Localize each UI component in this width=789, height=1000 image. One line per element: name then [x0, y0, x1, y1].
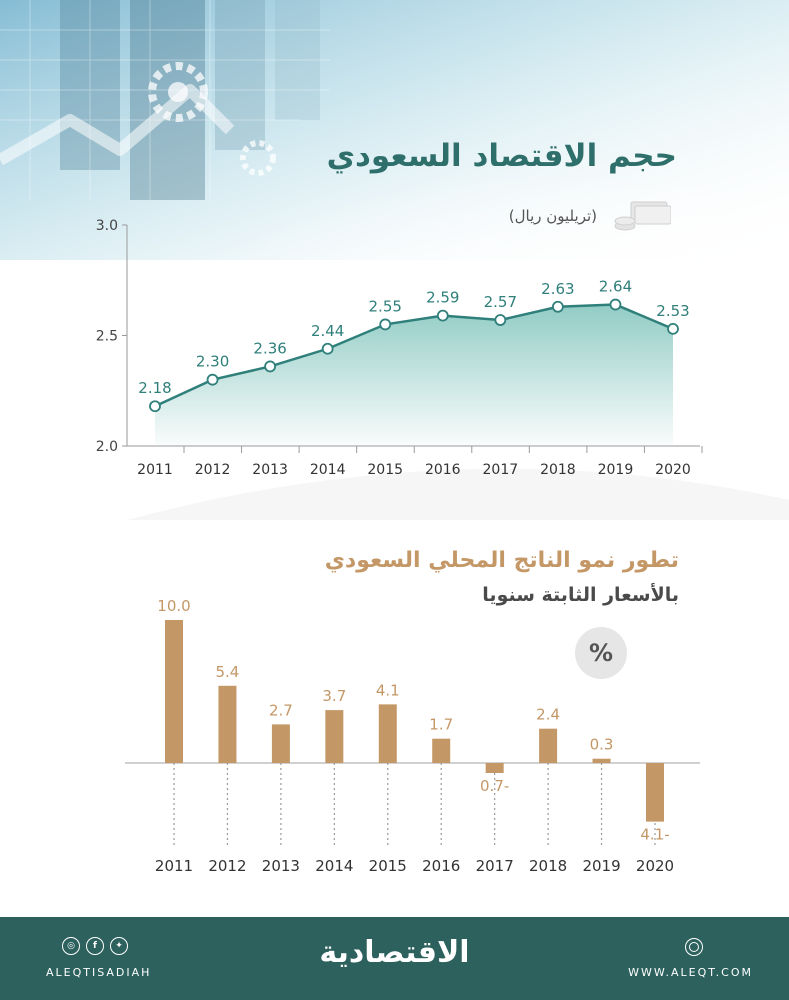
chart1-y-tick-label: 2.0 [96, 439, 118, 455]
chart1-point [494, 314, 507, 326]
twitter-icon[interactable]: ✦ [110, 937, 128, 955]
chart1-unit-label: (تريليون ريال) [508, 207, 597, 225]
chart1-x-tick-label: 2020 [655, 462, 691, 478]
chart2-x-tick-label: 2020 [636, 857, 674, 875]
chart1-x-tick-label: 2018 [540, 462, 576, 478]
percent-badge: % [575, 627, 627, 679]
chart1-point [206, 373, 219, 386]
chart2-data-label: 4.1- [640, 826, 669, 844]
chart2-bar [218, 685, 237, 763]
chart2-bar [378, 704, 397, 763]
chart2-bar [165, 620, 183, 763]
globe-icon [685, 938, 703, 956]
chart1-point [551, 300, 564, 313]
chart1-data-label: 2.59 [426, 289, 459, 307]
chart2-x-tick-label: 2018 [529, 857, 567, 875]
facebook-icon[interactable]: f [86, 937, 104, 955]
chart2-x-tick-label: 2014 [315, 857, 353, 875]
chart1-data-label: 2.64 [599, 278, 632, 296]
chart2-x-tick-label: 2016 [422, 857, 460, 875]
chart1-data-label: 2.55 [369, 297, 402, 315]
money-coins-icon [614, 201, 671, 231]
chart2-data-label: 2.4 [536, 706, 560, 724]
chart1-area: 2.0 2.5 3.0 2.18 2011 2.30 2012 2.36 2013 2.44 201… [96, 218, 703, 478]
chart1-point [609, 298, 622, 311]
chart2-data-label: 4.1 [376, 681, 400, 699]
chart1-y-tick-label: 2.5 [96, 329, 118, 345]
chart1-x-tick-label: 2015 [367, 462, 403, 478]
chart2-bar [646, 763, 664, 822]
chart1-data-label: 2.57 [484, 293, 517, 311]
chart1-data-label: 2.36 [253, 339, 286, 357]
chart1-data-label: 2.30 [196, 353, 229, 371]
chart1-x-tick-label: 2012 [195, 462, 231, 478]
chart1-x-tick-label: 2011 [137, 462, 173, 478]
chart1-point [379, 318, 392, 331]
chart1-point [667, 322, 679, 335]
chart2-bar [485, 763, 504, 774]
instagram-icon[interactable]: ◎ [62, 937, 80, 955]
chart2-bar [271, 724, 290, 763]
chart1-title: حجم الاقتصاد السعودي [326, 138, 677, 174]
chart2-x-tick-label: 2017 [476, 857, 514, 875]
chart1-x-tick-label: 2014 [310, 462, 346, 478]
chart1-x-tick-label: 2017 [483, 462, 519, 478]
chart2-x-tick-label: 2019 [582, 857, 620, 875]
chart1-area-fill [155, 304, 673, 446]
chart2-title: تطور نمو الناتج المحلي السعودي [324, 548, 679, 573]
chart2-x-tick-label: 2015 [369, 857, 407, 875]
chart1-point [264, 360, 277, 373]
chart1-x-tick-label: 2013 [252, 462, 288, 478]
chart1-x-tick-label: 2019 [598, 462, 634, 478]
chart2-data-label: 10.0 [157, 597, 190, 615]
chart2-data-label: 1.7 [429, 716, 453, 734]
chart1-data-label: 2.44 [311, 322, 344, 340]
chart2-data-label: 0.7- [480, 777, 509, 795]
website-link[interactable]: WWW.ALEQT.COM [628, 966, 753, 979]
chart1-point [149, 400, 161, 413]
chart1-y-tick-label: 3.0 [96, 218, 118, 234]
chart1-data-label: 2.53 [656, 302, 689, 320]
chart2-x-tick-label: 2012 [208, 857, 246, 875]
chart2-subtitle: بالأسعار الثابتة سنويا [482, 584, 679, 606]
footer-bar: ◎ f ✦ ALEQTISADIAH الاقتصادية WWW.ALEQT.… [0, 917, 789, 1000]
chart1-series-line [154, 303, 674, 408]
chart1-point [436, 309, 449, 322]
chart1-x-tick-label: 2016 [425, 462, 461, 478]
chart2-data-label: 3.7 [322, 687, 346, 705]
brand-logo: الاقتصادية [319, 935, 470, 970]
social-handle[interactable]: ALEQTISADIAH [46, 966, 152, 979]
chart2-data-label: 0.3 [590, 736, 614, 754]
chart2-data-label: 2.7 [269, 701, 293, 719]
gear-icon [148, 62, 276, 176]
chart2-data-label: 5.4 [216, 663, 240, 681]
chart2-bar [432, 738, 451, 763]
chart2-x-tick-label: 2013 [262, 857, 300, 875]
chart1-data-label: 2.63 [541, 280, 574, 298]
chart2-x-tick-label: 2011 [155, 857, 193, 875]
chart2-bar [539, 728, 558, 763]
chart1-data-label: 2.18 [138, 379, 171, 397]
chart2-bar [325, 710, 344, 763]
social-icons: ◎ f ✦ [62, 937, 128, 955]
chart1-point [321, 342, 334, 355]
chart2-bars: 10.0 2011 5.4 2012 2.7 2013 3.7 2014 4.1 2015 1.7 2… [125, 597, 700, 875]
chart2-bar [592, 758, 611, 763]
